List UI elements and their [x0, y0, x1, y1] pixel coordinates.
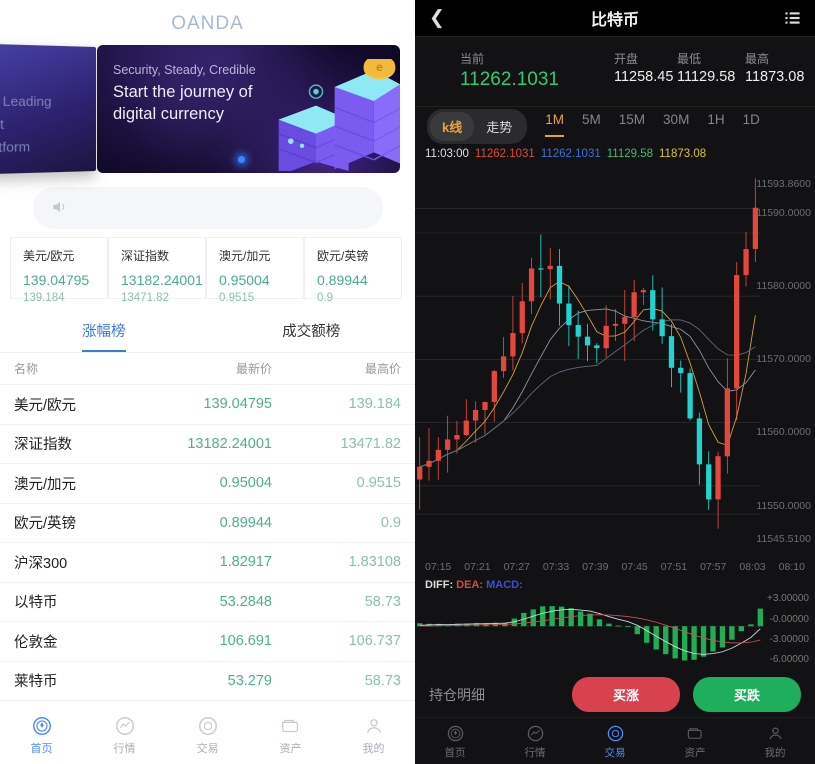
svg-text:e: e [376, 60, 383, 74]
